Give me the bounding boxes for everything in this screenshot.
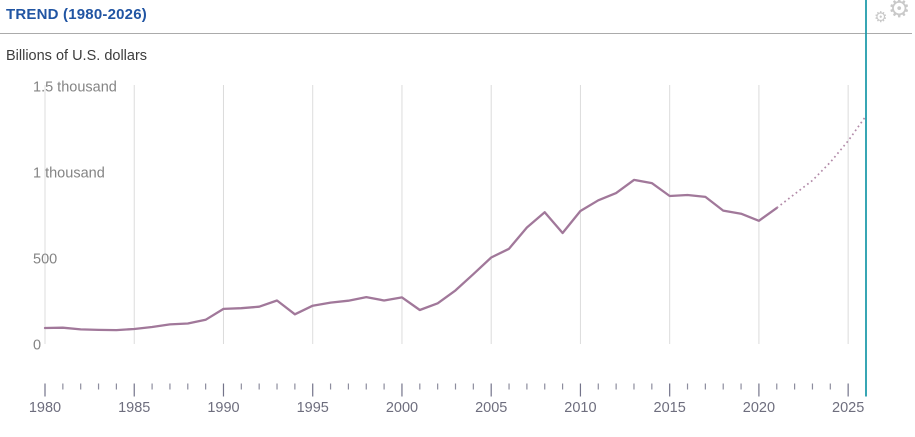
- x-label-2010: 2010: [564, 400, 596, 416]
- x-label-2025: 2025: [832, 400, 864, 416]
- trend-line-forecast[interactable]: [776, 115, 867, 209]
- y-label-1500: 1.5 thousand: [33, 80, 117, 96]
- y-label-1000: 1 thousand: [33, 166, 105, 182]
- settings-gear-small-icon[interactable]: ⚙: [874, 9, 888, 26]
- header-divider: [0, 33, 912, 34]
- x-label-1995: 1995: [297, 400, 329, 416]
- x-label-1990: 1990: [207, 400, 239, 416]
- settings-gear-icon[interactable]: ⚙: [888, 0, 911, 23]
- chart-unit-label: Billions of U.S. dollars: [6, 48, 148, 64]
- page-title: TREND (1980-2026): [6, 6, 147, 23]
- trend-line-historical[interactable]: [43, 178, 778, 332]
- y-label-500: 500: [33, 252, 57, 268]
- x-label-1980: 1980: [29, 400, 61, 416]
- x-label-2020: 2020: [743, 400, 775, 416]
- x-label-1985: 1985: [118, 400, 150, 416]
- x-label-2005: 2005: [475, 400, 507, 416]
- x-label-2000: 2000: [386, 400, 418, 416]
- x-label-2015: 2015: [654, 400, 686, 416]
- y-label-0: 0: [33, 338, 41, 354]
